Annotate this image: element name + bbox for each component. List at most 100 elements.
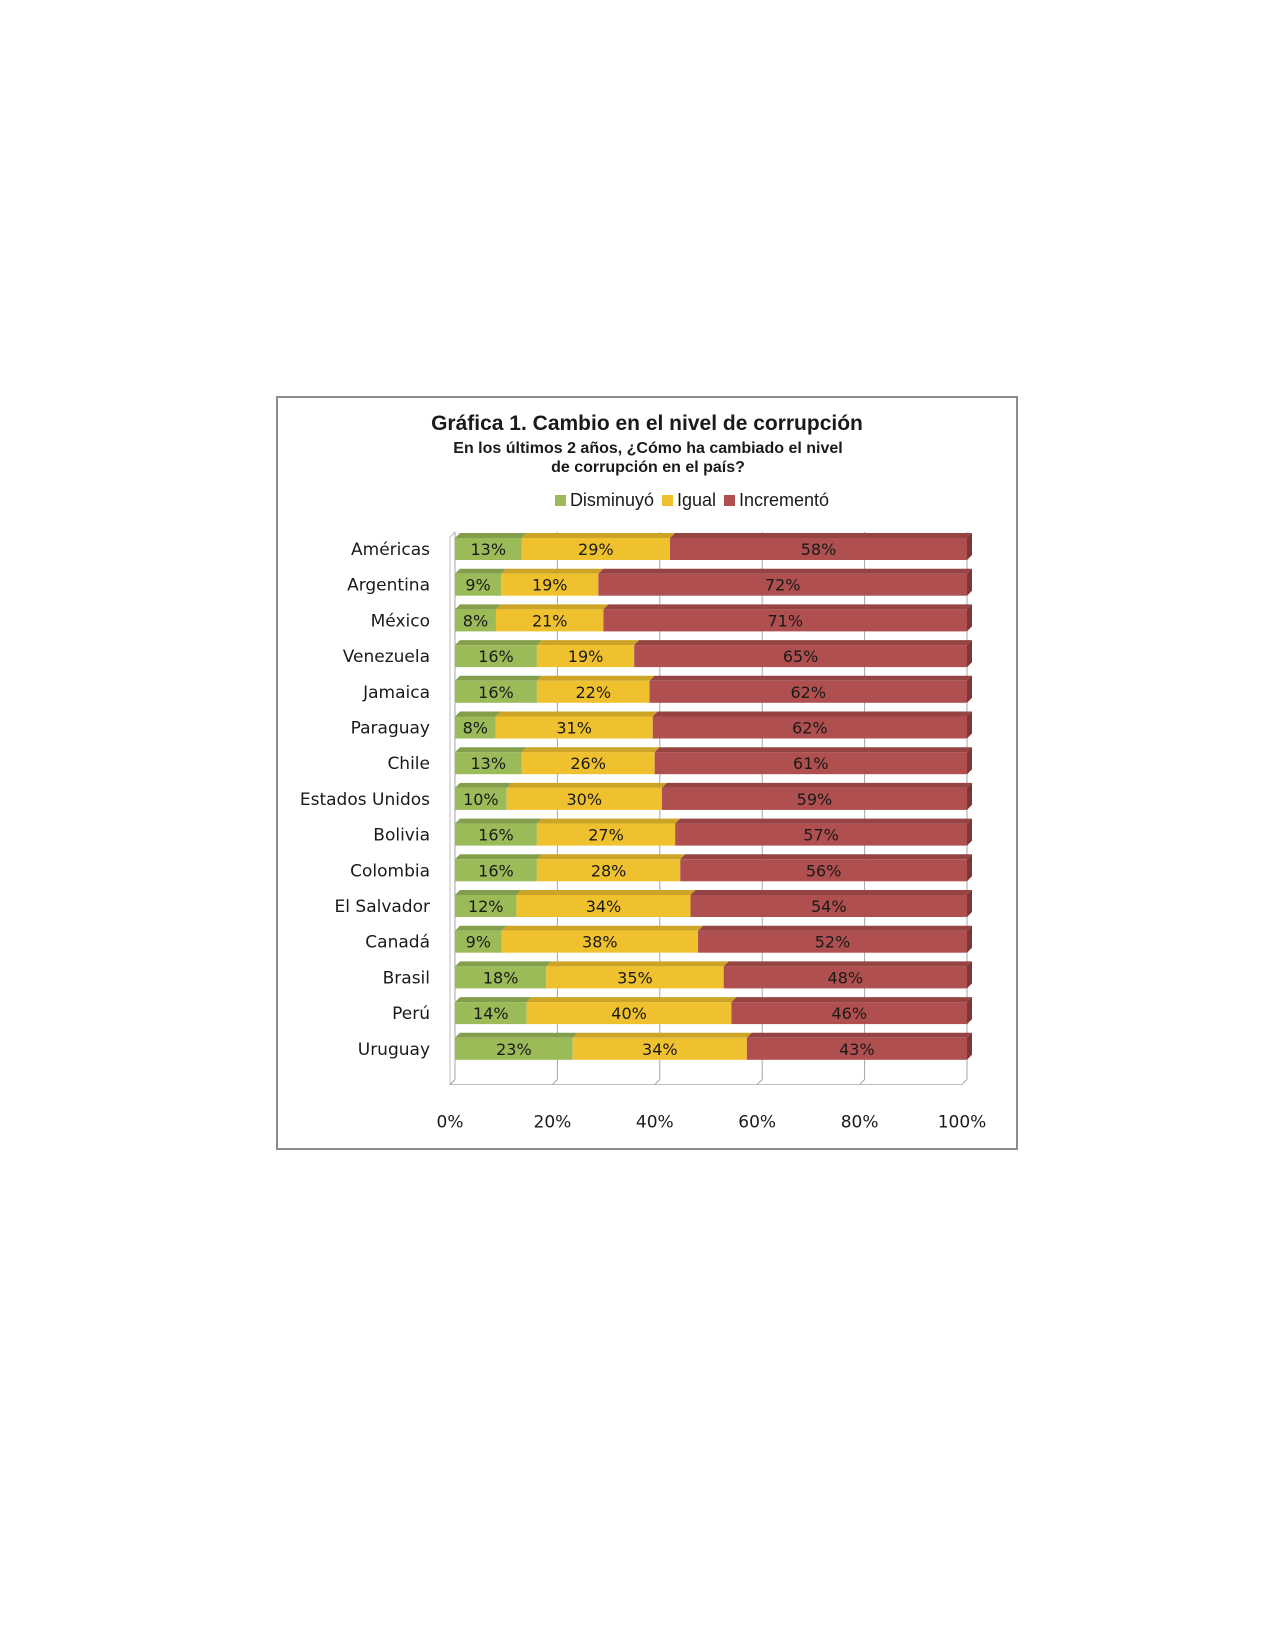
bar-segment — [495, 716, 653, 739]
bar-segment — [455, 573, 502, 596]
bar-segment-top — [723, 961, 972, 967]
bar-segment-top — [501, 925, 704, 931]
legend-item-incremento: Incrementó — [724, 490, 829, 511]
data-label: 16% — [478, 683, 514, 702]
data-label: 26% — [570, 754, 606, 773]
x-tick-label: 80% — [841, 1113, 879, 1133]
category-label: Argentina — [347, 576, 430, 596]
bar-segment-top — [455, 854, 542, 860]
bar-segment-top — [526, 997, 737, 1003]
bar-segment — [501, 573, 599, 596]
data-label: 29% — [578, 540, 614, 559]
bar-segment-side — [967, 782, 972, 810]
bar-segment-top — [455, 818, 542, 824]
legend-swatch-igual — [661, 495, 673, 506]
bar-segment — [521, 752, 655, 775]
bar-segment-top — [521, 747, 660, 753]
bar-segment-top — [516, 890, 696, 895]
bar-segment — [731, 1002, 967, 1025]
bar-segment — [455, 823, 537, 846]
data-label: 14% — [473, 1004, 509, 1023]
bar-segment — [723, 966, 967, 989]
bar-segment — [698, 930, 967, 953]
category-label: Colombia — [350, 861, 430, 881]
legend-item-igual: Igual — [661, 490, 717, 511]
bar-segment — [495, 609, 604, 632]
bar-segment-side — [967, 711, 972, 739]
bar-segment-top — [698, 925, 972, 931]
bar-segment — [455, 538, 522, 560]
category-label: México — [371, 611, 430, 631]
category-label: Canadá — [365, 933, 430, 953]
bar-segment — [675, 823, 967, 846]
bar-segment-top — [536, 675, 655, 681]
bar-segment-side — [967, 854, 972, 882]
bar-segment-top — [521, 533, 676, 538]
data-label: 19% — [568, 647, 604, 666]
bar-segment — [455, 645, 537, 668]
bar-segment-top — [455, 782, 512, 788]
x-tick-label: 0% — [437, 1113, 464, 1133]
data-label: 23% — [496, 1040, 532, 1059]
bar-segment — [634, 645, 967, 668]
legend-swatch-incremento — [724, 495, 736, 506]
bar-segment-top — [536, 854, 686, 860]
bar-segment-top — [455, 711, 501, 717]
data-label: 48% — [828, 968, 864, 987]
data-label: 38% — [582, 933, 618, 952]
data-label: 62% — [790, 683, 826, 702]
bar-segment-top — [455, 640, 542, 646]
bar-segment — [661, 787, 967, 810]
bar-segment — [501, 930, 699, 953]
chart-title: Gráfica 1. Cambio en el nivel de corrupc… — [431, 412, 863, 435]
data-label: 58% — [801, 540, 837, 559]
bar-segment — [455, 859, 537, 882]
data-label: 10% — [463, 790, 499, 809]
bar-segment-top — [495, 711, 658, 717]
bar-segment-top — [634, 640, 972, 646]
bar-segment-top — [536, 818, 681, 824]
bar-segment — [516, 895, 691, 917]
data-label: 56% — [806, 861, 842, 880]
bar-segment — [652, 716, 967, 739]
bar-segment — [455, 787, 507, 810]
data-label: 16% — [478, 826, 514, 845]
legend-label-disminuyo: Disminuyó — [569, 490, 654, 510]
bar-segment — [536, 645, 635, 668]
gridline-floor — [654, 1079, 661, 1085]
legend-label-igual: Igual — [676, 490, 717, 510]
bar-segment — [670, 538, 967, 560]
category-label: Chile — [387, 754, 430, 774]
data-label: 34% — [642, 1040, 678, 1059]
bar-segment — [526, 1002, 732, 1025]
bar-segment-top — [455, 675, 542, 681]
bar-segment-top — [536, 640, 640, 646]
bar-segment-side — [967, 640, 972, 668]
bar-segment-side — [967, 604, 972, 632]
data-label: 19% — [532, 576, 568, 595]
data-label: 59% — [797, 790, 833, 809]
bar-segment — [536, 823, 676, 846]
bar-segment-top — [603, 604, 972, 610]
chart-frame: Gráfica 1. Cambio en el nivel de corrupc… — [276, 396, 1018, 1150]
bar-segment — [603, 609, 967, 632]
legend-item-disminuyo: Disminuyó — [554, 490, 654, 511]
category-label: Venezuela — [343, 647, 430, 667]
bar-segment-top — [455, 890, 522, 895]
bar-segment-top — [731, 997, 972, 1003]
category-label: El Salvador — [335, 897, 430, 917]
bar-segment-top — [680, 854, 972, 860]
data-label: 27% — [588, 826, 624, 845]
bar-segment — [572, 1037, 747, 1060]
bar-segment — [598, 573, 967, 596]
bar-segment-top — [455, 961, 552, 967]
category-label: Jamaica — [362, 683, 430, 703]
bar-segment-side — [967, 818, 972, 846]
bar-segment — [536, 859, 681, 882]
bar-segment-top — [455, 1032, 578, 1038]
x-tick-label: 100% — [938, 1113, 987, 1133]
chart-subtitle: En los últimos 2 años, ¿Cómo ha cambiado… — [453, 440, 843, 476]
bar-segment-side — [967, 675, 972, 703]
x-tick-label: 20% — [534, 1113, 572, 1133]
bar-segment — [455, 752, 522, 775]
